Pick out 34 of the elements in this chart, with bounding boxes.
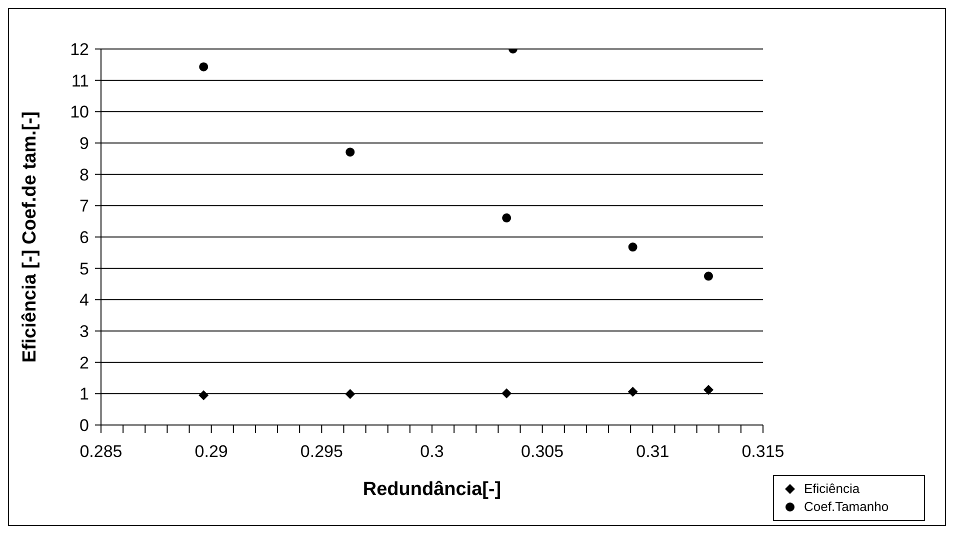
y-tick-label: 2 [80, 353, 89, 372]
point [703, 384, 714, 395]
y-tick-label: 6 [80, 228, 89, 247]
point [704, 272, 713, 281]
point [628, 242, 638, 252]
y-tick-label: 0 [80, 416, 89, 435]
x-tick-label: 0.285 [80, 442, 122, 461]
point [198, 390, 209, 400]
y-tick-label: 10 [70, 102, 89, 122]
y-axis-title: Eficiência [-] Coef.de tam.[-] [20, 111, 41, 363]
x-tick-label: 0.31 [636, 442, 670, 461]
x-tick-label: 0.29 [194, 442, 228, 461]
legend-label: Coef.Tamanho [804, 498, 889, 516]
x-tick-label: 0.315 [742, 442, 784, 461]
y-tick-label: 1 [80, 384, 89, 404]
point [502, 213, 512, 222]
point [628, 386, 638, 397]
point [346, 148, 355, 157]
y-tick-label: 7 [80, 196, 89, 216]
point [199, 62, 208, 72]
y-tick-label: 12 [70, 40, 89, 59]
y-tick-label: 11 [71, 71, 89, 90]
x-tick-label: 0.3 [420, 442, 444, 461]
y-tick-label: 3 [80, 322, 89, 341]
y-tick-label: 8 [80, 165, 89, 184]
y-tick-label: 9 [80, 134, 89, 153]
x-tick-label: 0.305 [521, 442, 564, 461]
y-tick-label: 4 [80, 290, 89, 310]
x-tick-label: 0.295 [300, 442, 343, 461]
point [502, 388, 512, 398]
x-axis-title: Redundância[-] [362, 479, 502, 500]
legend-label: Eficiência [804, 480, 860, 498]
y-tick-label: 5 [80, 259, 89, 278]
point [345, 388, 356, 399]
